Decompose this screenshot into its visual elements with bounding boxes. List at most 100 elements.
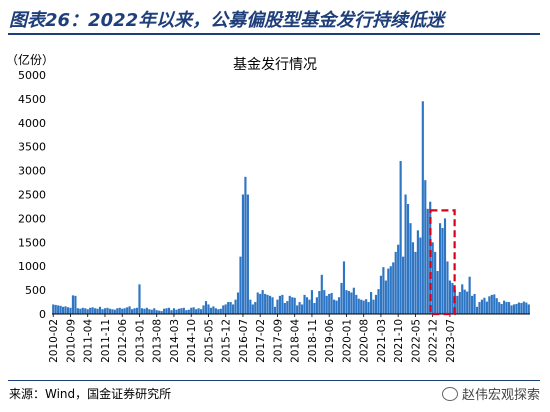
watermark-text: 赵伟宏观探索 bbox=[461, 388, 540, 403]
bar bbox=[323, 290, 326, 314]
bar bbox=[172, 308, 176, 314]
bar bbox=[352, 287, 355, 314]
bar bbox=[387, 268, 390, 314]
bar bbox=[510, 305, 513, 314]
x-tick-label: 2011-04 bbox=[83, 319, 95, 363]
bar bbox=[461, 284, 464, 314]
bar bbox=[483, 297, 486, 314]
bar bbox=[503, 300, 506, 314]
bar bbox=[246, 194, 249, 314]
bar bbox=[91, 307, 94, 314]
bar bbox=[222, 305, 225, 314]
bar bbox=[517, 302, 520, 314]
bar bbox=[490, 294, 493, 314]
bar bbox=[347, 291, 350, 314]
bar bbox=[143, 308, 146, 314]
bar bbox=[59, 305, 62, 314]
bar bbox=[488, 296, 491, 314]
bar bbox=[498, 302, 501, 314]
bar bbox=[310, 290, 314, 314]
bar bbox=[185, 310, 188, 314]
bar bbox=[160, 311, 163, 314]
bar bbox=[301, 304, 304, 314]
bar bbox=[192, 307, 195, 314]
bar bbox=[466, 291, 469, 314]
x-tick-label: 2020-01 bbox=[341, 319, 353, 363]
bar bbox=[229, 302, 232, 314]
bar bbox=[402, 256, 405, 314]
chart-title: 基金发行情况 bbox=[233, 56, 317, 73]
x-tick-label: 2022-12 bbox=[428, 319, 440, 363]
watermark: 赵伟宏观探索 bbox=[441, 384, 540, 403]
bar bbox=[158, 310, 161, 314]
bar bbox=[411, 242, 415, 314]
bar bbox=[101, 309, 104, 314]
bar bbox=[335, 300, 338, 314]
bar bbox=[84, 308, 87, 314]
bar bbox=[414, 251, 417, 314]
bar bbox=[296, 305, 299, 314]
bar bbox=[431, 242, 434, 314]
x-tick-label: 2015-05 bbox=[203, 319, 215, 363]
bar bbox=[468, 276, 471, 314]
bar bbox=[155, 310, 158, 314]
bar bbox=[313, 303, 316, 314]
bar bbox=[392, 262, 395, 314]
x-tick-label: 2013-08 bbox=[152, 319, 164, 363]
bar bbox=[515, 303, 518, 314]
bar bbox=[94, 308, 97, 314]
x-tick-label: 2022-05 bbox=[410, 319, 422, 363]
bar bbox=[325, 295, 328, 314]
highlight-box bbox=[429, 209, 456, 316]
bar bbox=[365, 299, 368, 314]
y-tick-label: 5000 bbox=[18, 69, 46, 82]
bar bbox=[150, 309, 153, 314]
bar bbox=[448, 280, 451, 314]
bar bbox=[135, 307, 139, 314]
bar bbox=[62, 306, 65, 314]
bar bbox=[374, 294, 378, 314]
bar bbox=[429, 201, 432, 314]
bar bbox=[153, 308, 156, 314]
bar bbox=[199, 309, 203, 314]
bar bbox=[333, 299, 336, 314]
x-tick-label: 2021-10 bbox=[393, 319, 405, 363]
bar bbox=[264, 293, 267, 314]
bar bbox=[409, 223, 412, 314]
bar bbox=[404, 194, 407, 314]
bar bbox=[271, 297, 274, 314]
bar bbox=[126, 307, 129, 314]
bar bbox=[266, 294, 269, 314]
bar bbox=[165, 308, 168, 314]
bar bbox=[379, 275, 383, 314]
bar bbox=[288, 295, 291, 314]
bar bbox=[473, 293, 476, 314]
bar bbox=[261, 290, 264, 314]
x-tick-label: 2021-03 bbox=[376, 319, 388, 363]
bar bbox=[197, 308, 200, 314]
bar bbox=[436, 270, 439, 314]
bar bbox=[512, 304, 516, 314]
bar bbox=[89, 307, 92, 314]
bar bbox=[273, 306, 277, 314]
y-tick-label: 1500 bbox=[18, 236, 46, 249]
y-tick-label: 2500 bbox=[18, 189, 46, 202]
bar bbox=[384, 280, 387, 314]
bar bbox=[212, 306, 215, 314]
bar bbox=[66, 307, 70, 314]
bar bbox=[478, 302, 481, 314]
bar bbox=[362, 300, 365, 314]
bar bbox=[86, 309, 89, 314]
bar bbox=[98, 306, 102, 314]
bar bbox=[204, 301, 208, 314]
bar bbox=[145, 307, 148, 314]
bar bbox=[219, 308, 222, 314]
bar bbox=[180, 308, 183, 314]
bar bbox=[360, 299, 363, 314]
bar bbox=[268, 295, 272, 314]
bar bbox=[177, 308, 180, 314]
bar bbox=[377, 289, 380, 314]
bar bbox=[232, 304, 235, 314]
bar bbox=[259, 293, 262, 314]
bar bbox=[57, 305, 60, 314]
